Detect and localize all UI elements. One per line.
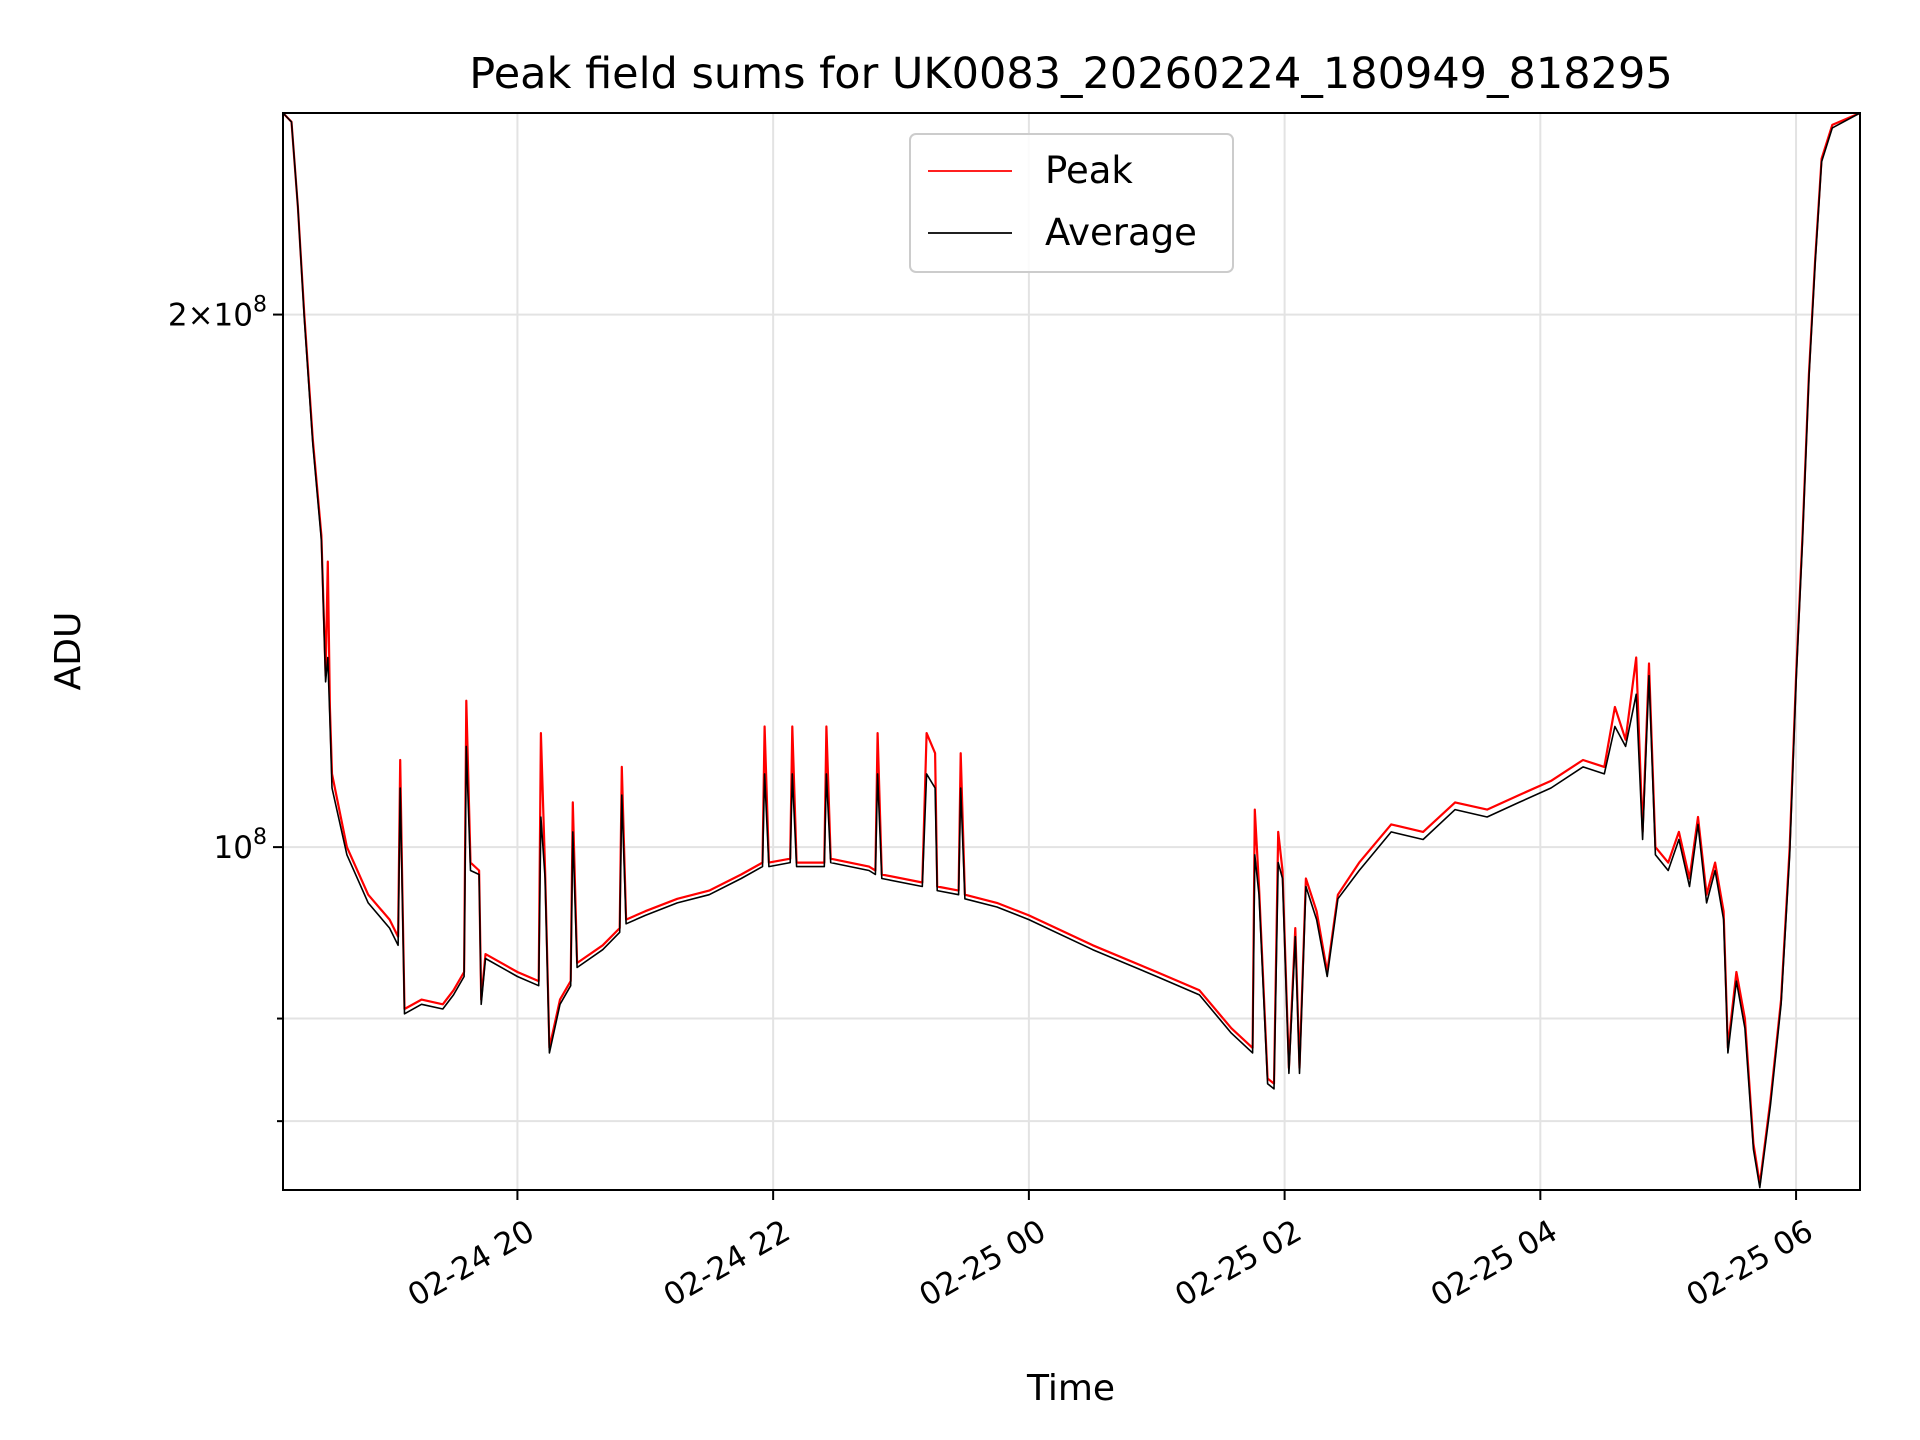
series-line-peak xyxy=(282,111,1861,1186)
y-axis-label: ADU xyxy=(48,612,89,691)
chart-title: Peak field sums for UK0083_20260224_1809… xyxy=(469,49,1672,99)
plot-frame xyxy=(282,112,1861,1191)
legend: Peak Average xyxy=(909,133,1234,273)
x-axis-label: Time xyxy=(1026,1368,1115,1409)
legend-label-average: Average xyxy=(1045,211,1197,254)
grid-layer xyxy=(283,113,1860,1190)
legend-box xyxy=(909,133,1234,273)
y-tick-label: 2×108 xyxy=(168,293,267,334)
series-line-average xyxy=(282,112,1861,1189)
series-layer xyxy=(282,111,1861,1189)
y-tick-label: 108 xyxy=(214,825,267,866)
legend-label-peak: Peak xyxy=(1045,149,1133,192)
